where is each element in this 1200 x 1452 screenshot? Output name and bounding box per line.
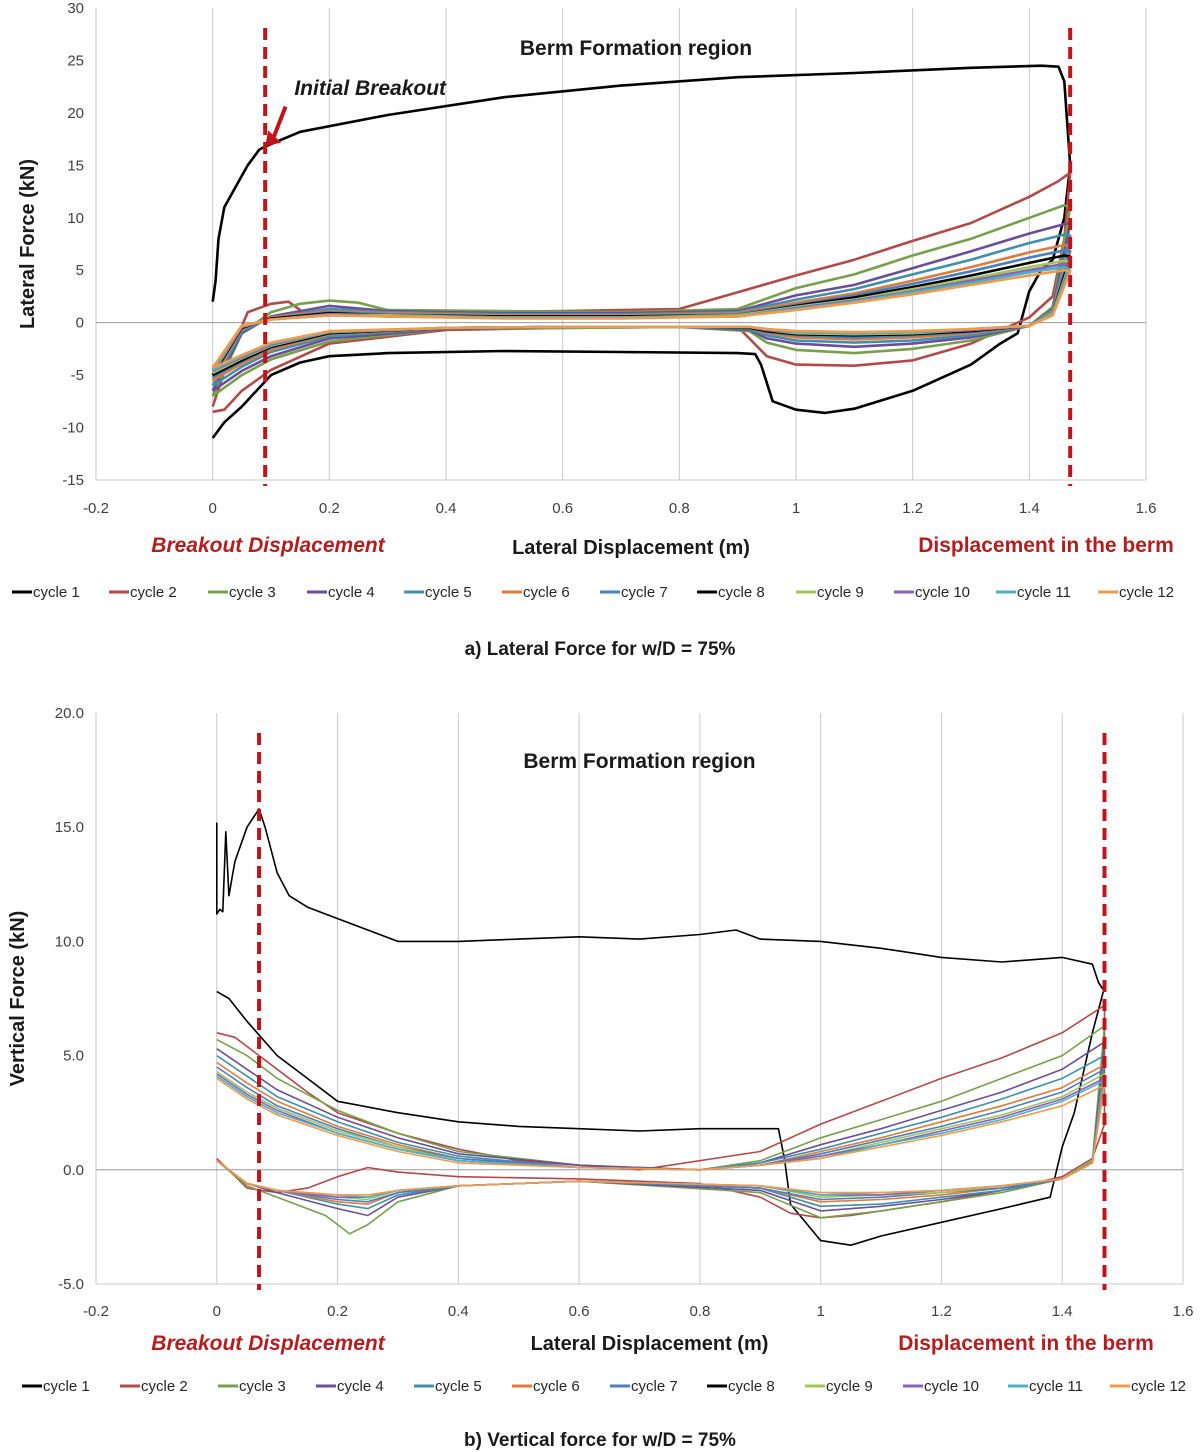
x-tick-label: 1 bbox=[792, 500, 800, 517]
y-tick-label: 5.0 bbox=[63, 1048, 84, 1065]
y-axis-title: Lateral Force (kN) bbox=[17, 159, 39, 329]
legend-label-cycle-3: cycle 3 bbox=[239, 1378, 286, 1395]
y-tick-label: 10 bbox=[67, 210, 84, 227]
x-tick-label: 0 bbox=[208, 500, 216, 517]
x-tick-label: 0.6 bbox=[569, 1303, 590, 1320]
y-tick-label: 15 bbox=[67, 157, 84, 174]
x-axis-title: Lateral Displacement (m) bbox=[512, 537, 750, 559]
legend-label-cycle-2: cycle 2 bbox=[141, 1378, 188, 1395]
y-tick-label: -5 bbox=[71, 367, 84, 384]
series-line-cycle-12 bbox=[211, 268, 1072, 369]
x-tick-label: 0.6 bbox=[552, 500, 573, 517]
legend-label-cycle-10: cycle 10 bbox=[924, 1378, 979, 1395]
legend-label-cycle-6: cycle 6 bbox=[523, 584, 570, 601]
x-tick-label: 0.4 bbox=[436, 500, 457, 517]
legend-label-cycle-5: cycle 5 bbox=[425, 584, 472, 601]
x-tick-label: 1.6 bbox=[1136, 500, 1157, 517]
x-tick-label: 1.2 bbox=[902, 500, 923, 517]
y-tick-label: 10.0 bbox=[55, 933, 84, 950]
series-line-cycle-1 bbox=[211, 64, 1072, 439]
legend-label-cycle-7: cycle 7 bbox=[621, 584, 668, 601]
berm-region-label: Berm Formation region bbox=[523, 750, 755, 773]
legend-label-cycle-1: cycle 1 bbox=[43, 1378, 90, 1395]
legend-label-cycle-4: cycle 4 bbox=[337, 1378, 384, 1395]
initial-breakout-label: Initial Breakout bbox=[294, 77, 447, 100]
legend-label-cycle-8: cycle 8 bbox=[718, 584, 765, 601]
legend-label-cycle-12: cycle 12 bbox=[1131, 1378, 1186, 1395]
figure-caption: b) Vertical force for w/D = 75% bbox=[464, 1430, 736, 1451]
legend-label-cycle-7: cycle 7 bbox=[631, 1378, 678, 1395]
legend-label-cycle-8: cycle 8 bbox=[728, 1378, 775, 1395]
initial-breakout-arrow-shaft bbox=[271, 105, 288, 140]
x-tick-label: 0.4 bbox=[448, 1303, 469, 1320]
legend-label-cycle-6: cycle 6 bbox=[533, 1378, 580, 1395]
x-tick-label: 1.4 bbox=[1019, 500, 1040, 517]
series-line-cycle-1 bbox=[216, 808, 1106, 993]
x-tick-label: 0.2 bbox=[319, 500, 340, 517]
legend-label-cycle-10: cycle 10 bbox=[915, 584, 970, 601]
y-tick-label: 5 bbox=[76, 262, 84, 279]
series-line-cycle-10 bbox=[216, 1073, 1106, 1198]
x-tick-label: 0 bbox=[213, 1303, 221, 1320]
series-line-cycle-3 bbox=[211, 203, 1072, 398]
legend-label-cycle-2: cycle 2 bbox=[130, 584, 177, 601]
legend-label-cycle-1: cycle 1 bbox=[33, 584, 80, 601]
legend-label-cycle-5: cycle 5 bbox=[435, 1378, 482, 1395]
legend-label-cycle-12: cycle 12 bbox=[1119, 584, 1174, 601]
chart-lateral-force: -0.2 0 0.2 0.4 0.6 0.8 1 1.2 1.4 1.6 -15 -10 -5 0 5 10 1… bbox=[12, 0, 1174, 660]
x-axis-title: Lateral Displacement (m) bbox=[531, 1333, 769, 1355]
x-tick-label: 1 bbox=[816, 1303, 824, 1320]
x-tick-label: 0.8 bbox=[689, 1303, 710, 1320]
y-tick-label: 20.0 bbox=[55, 705, 84, 722]
series-line-cycle-12 bbox=[216, 1077, 1106, 1196]
x-tick-label: 1.2 bbox=[931, 1303, 952, 1320]
berm-displacement-label: Displacement in the berm bbox=[918, 534, 1174, 557]
berm-displacement-label: Displacement in the berm bbox=[898, 1332, 1154, 1355]
x-tick-label: 0.8 bbox=[669, 500, 690, 517]
breakout-displacement-label: Breakout Displacement bbox=[151, 534, 385, 557]
y-tick-label: 0.0 bbox=[63, 1162, 84, 1179]
initial-breakout-arrow-head bbox=[265, 130, 282, 147]
legend-label-cycle-4: cycle 4 bbox=[328, 584, 375, 601]
y-axis-title: Vertical Force (kN) bbox=[7, 911, 29, 1087]
y-tick-label: 0 bbox=[76, 315, 84, 332]
x-tick-label: 1.4 bbox=[1052, 1303, 1073, 1320]
x-tick-label: -0.2 bbox=[83, 500, 109, 517]
breakout-displacement-label: Breakout Displacement bbox=[151, 1332, 385, 1355]
x-tick-label: 1.6 bbox=[1173, 1303, 1194, 1320]
legend-label-cycle-9: cycle 9 bbox=[826, 1378, 873, 1395]
y-tick-label: 30 bbox=[67, 0, 84, 17]
series-line-cycle-8 bbox=[216, 986, 1106, 1246]
x-tick-label: 0.2 bbox=[327, 1303, 348, 1320]
legend-label-cycle-11: cycle 11 bbox=[1029, 1378, 1083, 1395]
y-tick-label: -5.0 bbox=[58, 1276, 84, 1293]
berm-region-label: Berm Formation region bbox=[520, 37, 752, 60]
figure-caption: a) Lateral Force for w/D = 75% bbox=[465, 639, 736, 660]
legend-label-cycle-11: cycle 11 bbox=[1017, 584, 1071, 601]
y-tick-label: 15.0 bbox=[55, 819, 84, 836]
y-tick-label: 20 bbox=[67, 105, 84, 122]
y-tick-label: -15 bbox=[62, 472, 84, 489]
y-tick-label: -10 bbox=[62, 420, 84, 437]
legend-label-cycle-3: cycle 3 bbox=[229, 584, 276, 601]
series-line-cycle-11 bbox=[216, 1075, 1106, 1198]
y-tick-label: 25 bbox=[67, 52, 84, 69]
series-line-cycle-2 bbox=[211, 171, 1072, 414]
chart-vertical-force: -0.2 0 0.2 0.4 0.6 0.8 1 1.2 1.4 1.6 -5.0 0.0 5.0 10.… bbox=[7, 705, 1193, 1451]
x-tick-label: -0.2 bbox=[83, 1303, 109, 1320]
legend-label-cycle-9: cycle 9 bbox=[817, 584, 864, 601]
